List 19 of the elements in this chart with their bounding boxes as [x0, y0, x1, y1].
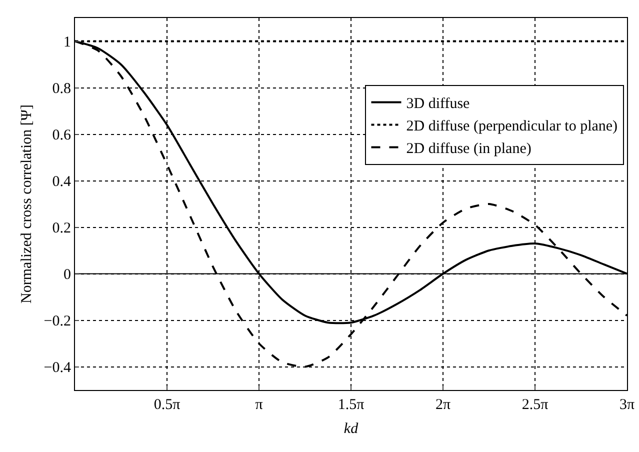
y-tick-label: 1: [64, 34, 71, 50]
x-axis-title: kd: [344, 421, 359, 437]
y-tick-label: 0: [64, 267, 71, 283]
y-axis-title: Normalized cross correlation [Ψ]: [19, 104, 36, 304]
y-tick-label: 0.8: [52, 81, 71, 97]
legend-label: 2D diffuse (perpendicular to plane): [406, 118, 618, 135]
x-tick-label: 2π: [435, 397, 451, 413]
y-tick-label: 0.2: [52, 220, 71, 236]
legend-label: 2D diffuse (in plane): [406, 141, 532, 158]
y-tick-label: 0.4: [52, 174, 72, 190]
y-tick-label: −0.2: [44, 314, 71, 330]
y-tick-label: −0.4: [44, 360, 72, 376]
x-tick-label: 2.5π: [522, 397, 549, 413]
x-tick-label: 0.5π: [154, 397, 181, 413]
x-tick-label: 3π: [619, 397, 635, 413]
y-tick-label: 0.6: [52, 128, 72, 144]
x-tick-label: 1.5π: [338, 397, 365, 413]
legend-label: 3D diffuse: [406, 96, 470, 112]
x-tick-label: π: [255, 397, 264, 413]
